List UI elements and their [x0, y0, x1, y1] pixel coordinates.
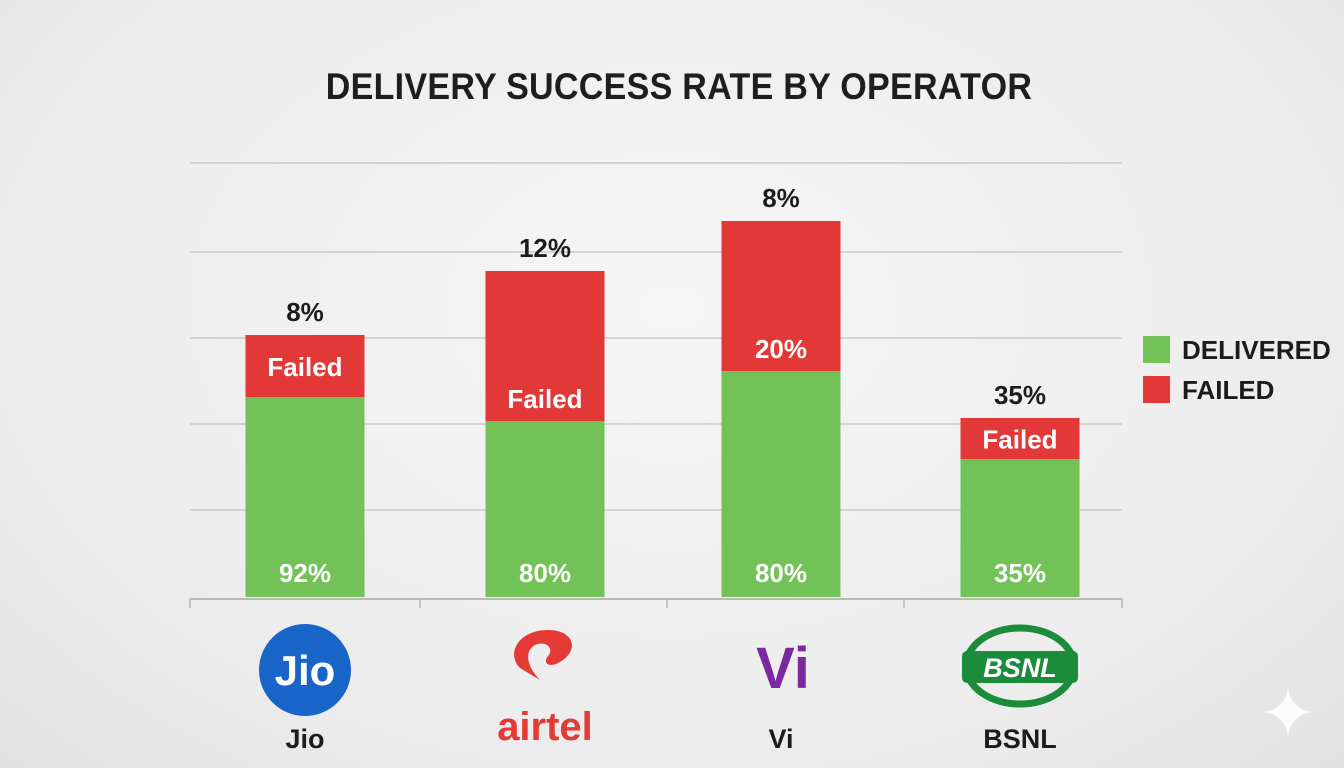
svg-text:airtel: airtel — [497, 705, 593, 749]
svg-text:Jio: Jio — [275, 647, 336, 694]
legend-swatch-delivered — [1143, 336, 1170, 363]
delivered-label: 35% — [994, 558, 1046, 588]
delivered-label: 80% — [519, 558, 571, 588]
bar-failed-airtel — [485, 271, 605, 421]
failed-inner-label: Failed — [507, 384, 582, 414]
airtel-logo: airtel — [497, 630, 593, 749]
chart-title: DELIVERY SUCCESS RATE BY OPERATOR — [325, 66, 1033, 107]
bsnl-logo: BSNL — [962, 624, 1078, 708]
svg-text:Vi: Vi — [756, 636, 810, 701]
vi-logo: Vi — [756, 636, 810, 701]
bar-failed-vi — [721, 221, 841, 371]
top-value-label: 12% — [519, 233, 571, 263]
top-value-label: 8% — [286, 297, 324, 327]
failed-inner-label: Failed — [982, 425, 1057, 455]
bar-delivered-bsnl — [960, 459, 1080, 597]
bar-delivered-vi — [721, 371, 841, 597]
legend-swatch-failed — [1143, 376, 1170, 403]
category-label-vi: Vi — [768, 724, 793, 754]
category-labels: Jio Vi BSNL — [285, 724, 1056, 754]
top-value-label: 8% — [762, 183, 800, 213]
legend: DELIVERED FAILED — [1143, 335, 1331, 405]
legend-label-delivered: DELIVERED — [1182, 335, 1331, 365]
bar-delivered-jio — [245, 397, 365, 597]
jio-logo: Jio — [259, 624, 351, 716]
category-label-bsnl: BSNL — [983, 724, 1057, 754]
svg-text:BSNL: BSNL — [983, 653, 1057, 683]
legend-label-failed: FAILED — [1182, 375, 1274, 405]
failed-inner-label: 20% — [755, 334, 807, 364]
bar-labels: 92% Failed 8% 80% Failed 12% 80% 20% 8% 35% Failed… — [267, 183, 1057, 588]
delivered-label: 80% — [755, 558, 807, 588]
bar-failed-bsnl — [960, 418, 1080, 459]
failed-inner-label: Failed — [267, 352, 342, 382]
category-label-jio: Jio — [285, 724, 324, 754]
delivered-label: 92% — [279, 558, 331, 588]
bar-delivered-airtel — [485, 421, 605, 597]
bars — [245, 221, 1080, 597]
sparkle-icon — [1264, 688, 1312, 736]
bar-failed-jio — [245, 335, 365, 397]
top-value-label: 35% — [994, 380, 1046, 410]
